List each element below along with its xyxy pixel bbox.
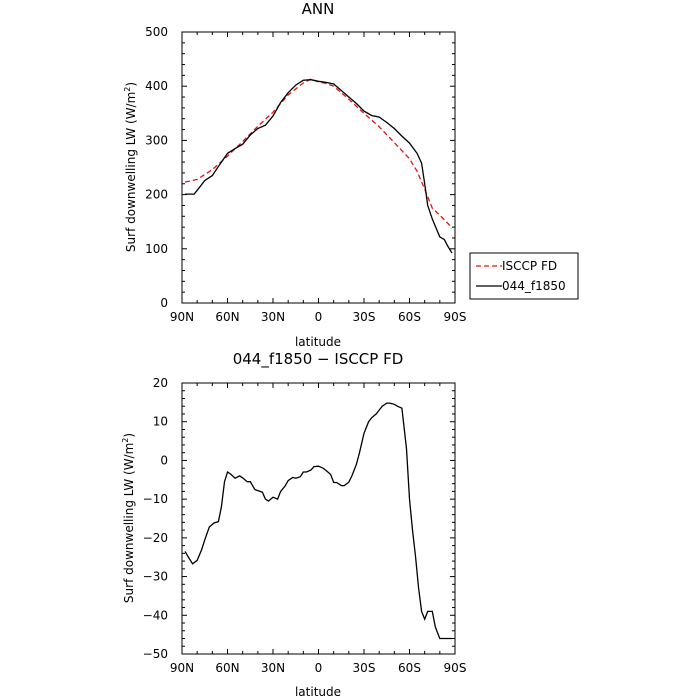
bottom-y-axis-label-superscript: 2 (121, 438, 130, 443)
bottom-tick-group: 90N 60N 30N 0 30S 60S 90S −50 −40 −30 −20 −10 0 10 20 (143, 376, 467, 675)
top-x-tick-label: 60N (215, 310, 239, 324)
top-chart-title: ANN (302, 0, 335, 18)
bottom-y-tick-label: −20 (143, 531, 168, 545)
bottom-y-tick-label: 20 (153, 376, 168, 390)
bottom-panel: 044_f1850 − ISCCP FD 90N 60N 30N 0 30S 60S 90S… (121, 350, 466, 699)
top-x-tick-label: 90S (444, 310, 467, 324)
bottom-y-tick-label: 10 (153, 415, 168, 429)
bottom-plot-frame (181, 382, 456, 655)
top-tick-group: 90N 60N 30N 0 30S 60S 90S 0 100 200 300 400 500 (145, 25, 466, 324)
legend-box (469, 252, 579, 300)
top-y-tick-label: 100 (145, 242, 168, 256)
top-series-group (184, 78, 453, 254)
bottom-x-tick-label: 60S (398, 661, 421, 675)
bottom-series-group (184, 402, 452, 640)
legend-label-isccp: ISCCP FD (502, 259, 557, 273)
bottom-y-axis-label-close: ) (122, 433, 136, 438)
bottom-x-axis-label: latitude (295, 685, 341, 699)
top-x-axis-label: latitude (295, 335, 341, 349)
bottom-y-axis-label-base: Surf downwelling LW (W/m (122, 443, 136, 603)
top-x-tick-label: 30N (261, 310, 285, 324)
bottom-x-tick-label: 0 (315, 661, 323, 675)
top-plot-frame (181, 31, 456, 304)
top-x-tick-label: 30S (353, 310, 376, 324)
top-y-tick-label: 500 (145, 25, 168, 39)
bottom-y-tick-label: 0 (160, 453, 168, 467)
bottom-x-tick-label: 90S (444, 661, 467, 675)
bottom-y-tick-label: −10 (143, 492, 168, 506)
top-y-axis-label-base: Surf downwelling LW (W/m (124, 92, 138, 252)
bottom-x-tick-label: 30S (353, 661, 376, 675)
legend: ISCCP FD 044_f1850 (469, 252, 579, 300)
legend-label-model: 044_f1850 (502, 279, 566, 293)
top-x-tick-label: 90N (170, 310, 194, 324)
bottom-chart-title: 044_f1850 − ISCCP FD (233, 350, 404, 369)
top-series-line-0 (184, 78, 453, 229)
top-panel: ANN 90N 60N 30N 0 30S 60S 90S0100200300400500 … (123, 0, 579, 349)
bottom-x-tick-label: 30N (261, 661, 285, 675)
top-y-tick-label: 200 (145, 188, 168, 202)
bottom-y-tick-label: −40 (143, 608, 168, 622)
top-y-tick-label: 300 (145, 133, 168, 147)
bottom-x-tick-label: 60N (215, 661, 239, 675)
bottom-y-tick-label: −30 (143, 570, 168, 584)
top-y-tick-label: 0 (160, 296, 168, 310)
top-series-line-1 (185, 79, 453, 254)
top-y-axis-label-superscript: 2 (123, 87, 132, 92)
bottom-series-line-0 (184, 402, 452, 640)
top-y-tick-label: 400 (145, 79, 168, 93)
bottom-y-tick-label: −50 (143, 647, 168, 661)
top-y-axis-label: Surf downwelling LW (W/m2) (123, 82, 138, 252)
top-x-tick-label: 0 (315, 310, 323, 324)
bottom-y-axis-label: Surf downwelling LW (W/m2) (121, 433, 136, 603)
top-y-axis-label-close: ) (124, 82, 138, 87)
top-x-tick-label: 60S (398, 310, 421, 324)
bottom-x-tick-label: 90N (170, 661, 194, 675)
